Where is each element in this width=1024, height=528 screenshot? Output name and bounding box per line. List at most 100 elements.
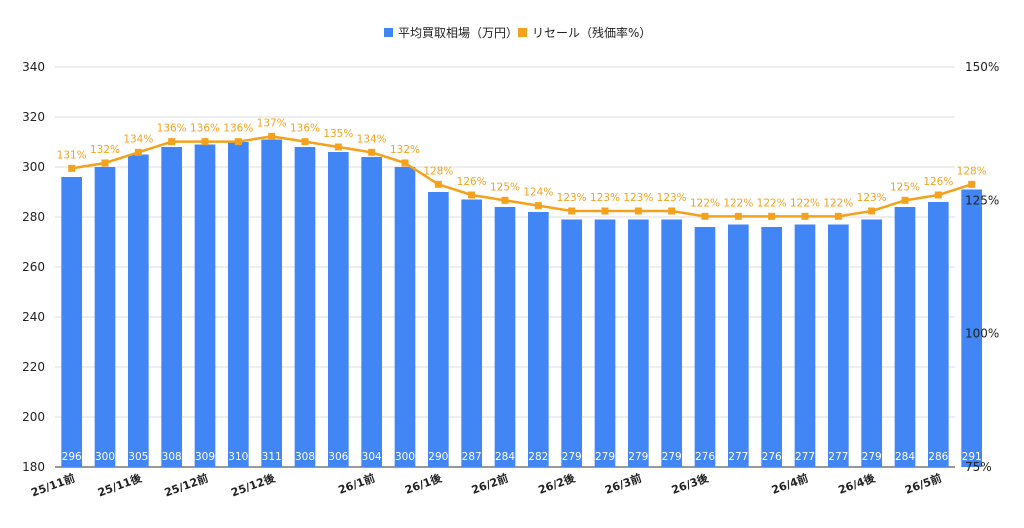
line-value-label: 126% <box>923 176 953 188</box>
line-path <box>71 135 973 218</box>
line-value-label: 123% <box>623 192 653 204</box>
y-left-tick-label: 220 <box>22 360 45 374</box>
x-tick-label: 26/2後 <box>536 470 577 496</box>
line-value-label: 123% <box>657 192 687 204</box>
bar <box>128 154 149 467</box>
x-tick-label: 26/5前 <box>903 471 943 497</box>
y-axis-left: 180 200 220 240 260 280 300 320 340 <box>22 60 45 474</box>
line-point <box>834 212 842 220</box>
line-point <box>468 191 476 199</box>
bar-value-label: 291 <box>962 451 982 463</box>
x-tick-label: 25/11後 <box>96 470 145 499</box>
line-value-label: 131% <box>57 149 87 161</box>
bar-value-label: 284 <box>495 451 515 463</box>
bar-value-label: 300 <box>95 451 115 463</box>
line-series <box>68 132 976 220</box>
line-point <box>934 191 942 199</box>
bar <box>228 142 249 467</box>
bar <box>761 227 782 467</box>
bar <box>794 224 816 467</box>
line-point <box>534 202 542 210</box>
line-value-label: 125% <box>490 181 520 193</box>
line-value-label: 122% <box>790 197 820 209</box>
line-value-label: 136% <box>290 123 320 135</box>
bar-labels: 296 300 305 308 309 310 311 308 306 304 300 290 287 2… <box>62 451 982 463</box>
y-left-tick-label: 260 <box>22 260 45 274</box>
bar <box>194 144 216 467</box>
bar-value-label: 310 <box>228 451 248 463</box>
line-point <box>968 180 976 188</box>
line-value-label: 136% <box>223 123 253 135</box>
y-left-tick-label: 340 <box>22 60 45 74</box>
bar-value-label: 279 <box>662 451 682 463</box>
y-left-tick-label: 240 <box>22 310 45 324</box>
bar-value-label: 279 <box>562 451 582 463</box>
bar-value-label: 277 <box>828 451 848 463</box>
line-value-label: 137% <box>257 117 287 129</box>
bar <box>94 167 116 467</box>
line-point <box>568 207 576 215</box>
bar-value-label: 308 <box>162 451 182 463</box>
bar-value-label: 279 <box>862 451 882 463</box>
bar <box>694 227 716 467</box>
y-left-tick-label: 300 <box>22 160 45 174</box>
bar-value-label: 309 <box>195 451 215 463</box>
bar <box>561 219 582 467</box>
bar <box>428 192 449 467</box>
line-point <box>868 207 876 215</box>
bar-value-label: 300 <box>395 451 415 463</box>
line-value-label: 135% <box>323 128 353 140</box>
bar-value-label: 305 <box>128 451 148 463</box>
legend-label-bar: 平均買取相場（万円） <box>398 26 518 40</box>
bar-value-label: 306 <box>328 451 348 463</box>
bar-value-label: 308 <box>295 451 315 463</box>
line-point <box>801 212 809 220</box>
line-point <box>401 159 409 167</box>
bar-value-label: 276 <box>695 451 715 463</box>
line-point <box>334 143 342 151</box>
line-value-label: 125% <box>890 181 920 193</box>
bar <box>594 219 616 467</box>
y-left-tick-label: 320 <box>22 110 45 124</box>
line-labels: 131% 132%134%136% 136% 136% 137% 136% 135% 134%… <box>57 117 987 209</box>
x-tick-label: 26/3後 <box>670 470 711 496</box>
bar <box>161 147 182 467</box>
bar <box>361 157 382 467</box>
line-point <box>501 196 509 204</box>
bar <box>261 139 282 467</box>
bar-value-label: 277 <box>728 451 748 463</box>
x-tick-label: 26/4後 <box>836 470 877 496</box>
bar-value-label: 286 <box>928 451 948 463</box>
legend-swatch-bar <box>384 28 393 37</box>
line-value-label: 134% <box>357 133 387 145</box>
line-point <box>234 138 242 146</box>
line-point <box>668 207 676 215</box>
x-tick-label: 25/12前 <box>162 471 210 500</box>
y-left-tick-label: 280 <box>22 210 45 224</box>
line-value-label: 126% <box>457 176 487 188</box>
line-value-label: 128% <box>957 165 987 177</box>
x-tick-label: 25/11前 <box>29 471 77 500</box>
x-tick-label: 26/1後 <box>403 470 444 496</box>
line-value-label: 123% <box>857 192 887 204</box>
line-point <box>301 138 309 146</box>
bar-value-label: 304 <box>362 451 382 463</box>
bar-value-label: 279 <box>595 451 615 463</box>
bar <box>461 199 482 467</box>
bar <box>328 152 349 467</box>
line-point <box>101 159 109 167</box>
line-point <box>134 148 142 156</box>
x-tick-label: 26/1前 <box>336 471 376 497</box>
bar <box>861 219 882 467</box>
bar <box>661 219 682 467</box>
line-value-label: 122% <box>723 197 753 209</box>
line-point <box>368 148 376 156</box>
bar-value-label: 279 <box>628 451 648 463</box>
line-point <box>268 132 276 140</box>
bar <box>61 177 82 467</box>
x-tick-label: 26/4前 <box>770 471 810 497</box>
bar-value-label: 287 <box>462 451 482 463</box>
line-value-label: 122% <box>690 197 720 209</box>
bar <box>828 224 849 467</box>
